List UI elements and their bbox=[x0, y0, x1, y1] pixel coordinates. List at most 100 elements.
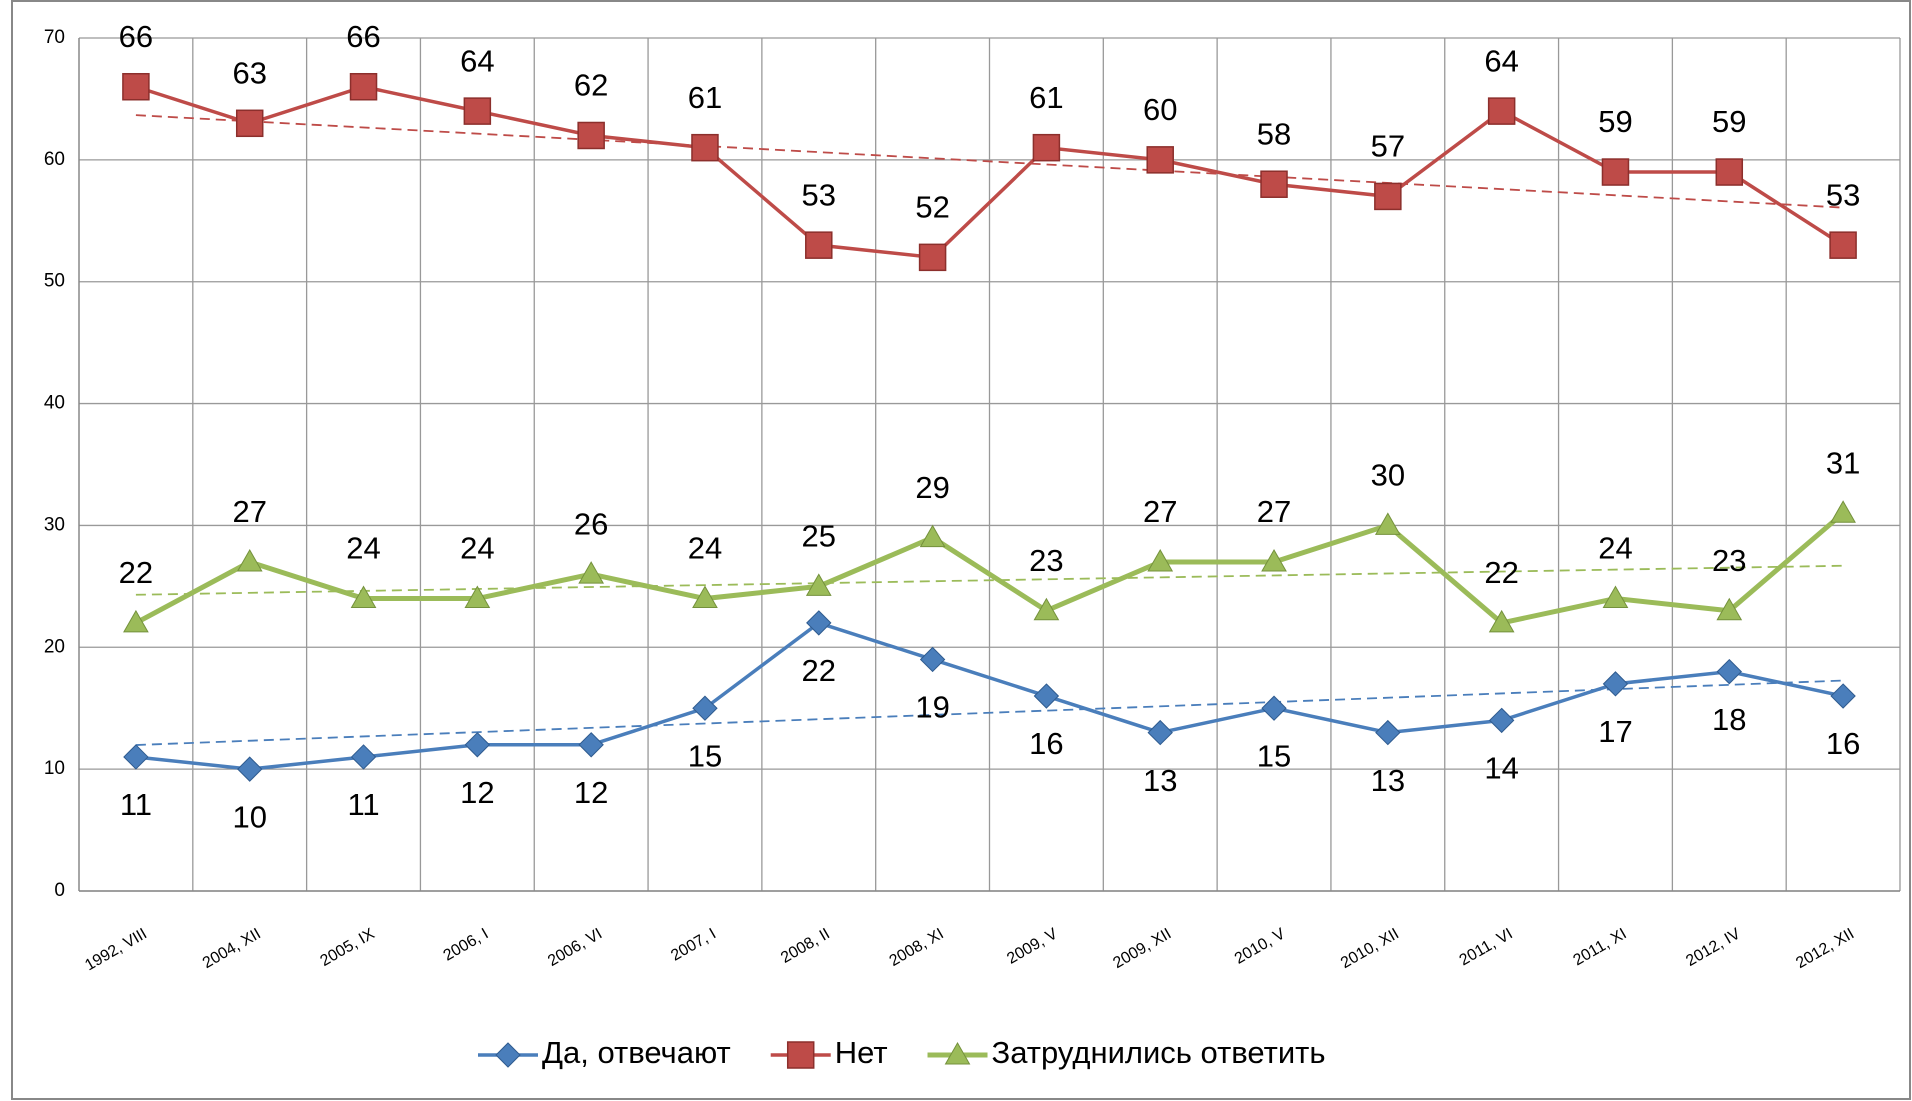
value-label: 64 bbox=[460, 43, 494, 78]
y-tick-label: 10 bbox=[44, 758, 65, 779]
marker bbox=[464, 732, 491, 758]
series-line bbox=[134, 511, 1845, 626]
value-label: 25 bbox=[802, 519, 836, 554]
value-label: 66 bbox=[119, 19, 153, 54]
marker bbox=[805, 573, 832, 596]
value-label: 15 bbox=[688, 738, 722, 773]
value-label: 59 bbox=[1598, 104, 1632, 139]
value-label: 13 bbox=[1143, 763, 1177, 798]
marker bbox=[1147, 548, 1174, 572]
marker bbox=[692, 585, 718, 609]
value-label: 53 bbox=[1826, 177, 1860, 212]
legend-label: Нет bbox=[835, 1035, 888, 1070]
marker bbox=[1715, 158, 1744, 186]
marker bbox=[1033, 597, 1060, 621]
chart-frame bbox=[11, 0, 1911, 1100]
marker bbox=[805, 231, 833, 259]
y-tick-label: 20 bbox=[44, 636, 65, 657]
y-tick-label: 70 bbox=[44, 27, 65, 48]
marker bbox=[692, 695, 718, 721]
series-line bbox=[135, 84, 1845, 260]
value-label: 64 bbox=[1484, 43, 1518, 78]
marker bbox=[1829, 231, 1857, 259]
marker bbox=[578, 732, 604, 758]
marker bbox=[123, 744, 149, 770]
value-label: 24 bbox=[460, 531, 494, 566]
value-label: 66 bbox=[346, 19, 380, 54]
value-label: 22 bbox=[1484, 555, 1518, 590]
marker bbox=[1602, 585, 1629, 609]
value-label: 24 bbox=[1598, 531, 1632, 566]
marker bbox=[1261, 548, 1287, 572]
marker bbox=[1374, 512, 1401, 535]
value-label: 23 bbox=[1712, 543, 1746, 578]
value-label: 58 bbox=[1257, 116, 1291, 151]
trend-line bbox=[135, 679, 1844, 746]
marker bbox=[1716, 658, 1742, 685]
value-label: 27 bbox=[232, 494, 266, 529]
value-label: 29 bbox=[915, 470, 949, 505]
marker bbox=[463, 97, 492, 125]
value-label: 22 bbox=[802, 653, 836, 688]
value-label: 17 bbox=[1598, 714, 1632, 749]
value-label: 61 bbox=[688, 80, 722, 115]
legend-label: Да, отвечают bbox=[542, 1035, 731, 1070]
marker bbox=[1375, 719, 1401, 746]
marker bbox=[918, 243, 947, 272]
value-label: 24 bbox=[688, 531, 722, 566]
marker bbox=[691, 133, 719, 162]
marker bbox=[1488, 707, 1515, 734]
marker bbox=[1146, 146, 1174, 174]
marker bbox=[123, 609, 149, 633]
y-tick-label: 0 bbox=[54, 880, 65, 901]
value-label: 13 bbox=[1371, 763, 1405, 798]
value-label: 16 bbox=[1029, 726, 1063, 761]
value-label: 53 bbox=[802, 177, 836, 212]
value-label: 24 bbox=[346, 531, 380, 566]
y-tick-label: 40 bbox=[44, 393, 65, 414]
value-label: 27 bbox=[1143, 494, 1177, 529]
marker bbox=[464, 585, 491, 609]
value-label: 16 bbox=[1826, 726, 1860, 761]
marker bbox=[495, 1042, 521, 1068]
legend-label: Затруднились ответить bbox=[992, 1035, 1326, 1070]
marker bbox=[944, 1041, 971, 1065]
marker bbox=[1487, 97, 1516, 125]
marker bbox=[577, 121, 605, 150]
value-label: 15 bbox=[1257, 738, 1291, 773]
value-label: 11 bbox=[347, 787, 379, 822]
marker bbox=[1261, 695, 1287, 721]
y-tick-label: 60 bbox=[44, 149, 65, 170]
marker bbox=[1033, 683, 1060, 709]
marker bbox=[1602, 671, 1629, 697]
y-tick-label: 50 bbox=[44, 271, 65, 292]
marker bbox=[350, 744, 377, 770]
value-label: 18 bbox=[1712, 702, 1746, 737]
value-label: 27 bbox=[1257, 494, 1291, 529]
marker bbox=[578, 561, 605, 584]
value-label: 23 bbox=[1029, 543, 1063, 578]
marker bbox=[919, 646, 946, 673]
value-label: 31 bbox=[1826, 445, 1860, 480]
value-label: 19 bbox=[915, 690, 949, 725]
value-label: 62 bbox=[574, 68, 608, 103]
marker bbox=[122, 72, 150, 101]
marker bbox=[786, 1041, 815, 1069]
series-line bbox=[135, 620, 1844, 771]
value-label: 30 bbox=[1371, 458, 1405, 493]
value-label: 52 bbox=[915, 190, 949, 225]
value-label: 11 bbox=[120, 787, 152, 822]
value-label: 12 bbox=[460, 775, 494, 810]
marker bbox=[350, 585, 377, 609]
marker bbox=[1716, 597, 1743, 621]
marker bbox=[1374, 182, 1402, 211]
value-label: 14 bbox=[1484, 751, 1518, 786]
marker bbox=[237, 756, 263, 782]
value-label: 61 bbox=[1029, 80, 1063, 115]
marker bbox=[806, 610, 832, 636]
value-label: 63 bbox=[232, 55, 266, 90]
marker bbox=[1032, 133, 1061, 162]
value-label: 26 bbox=[574, 506, 608, 541]
marker bbox=[919, 524, 946, 548]
